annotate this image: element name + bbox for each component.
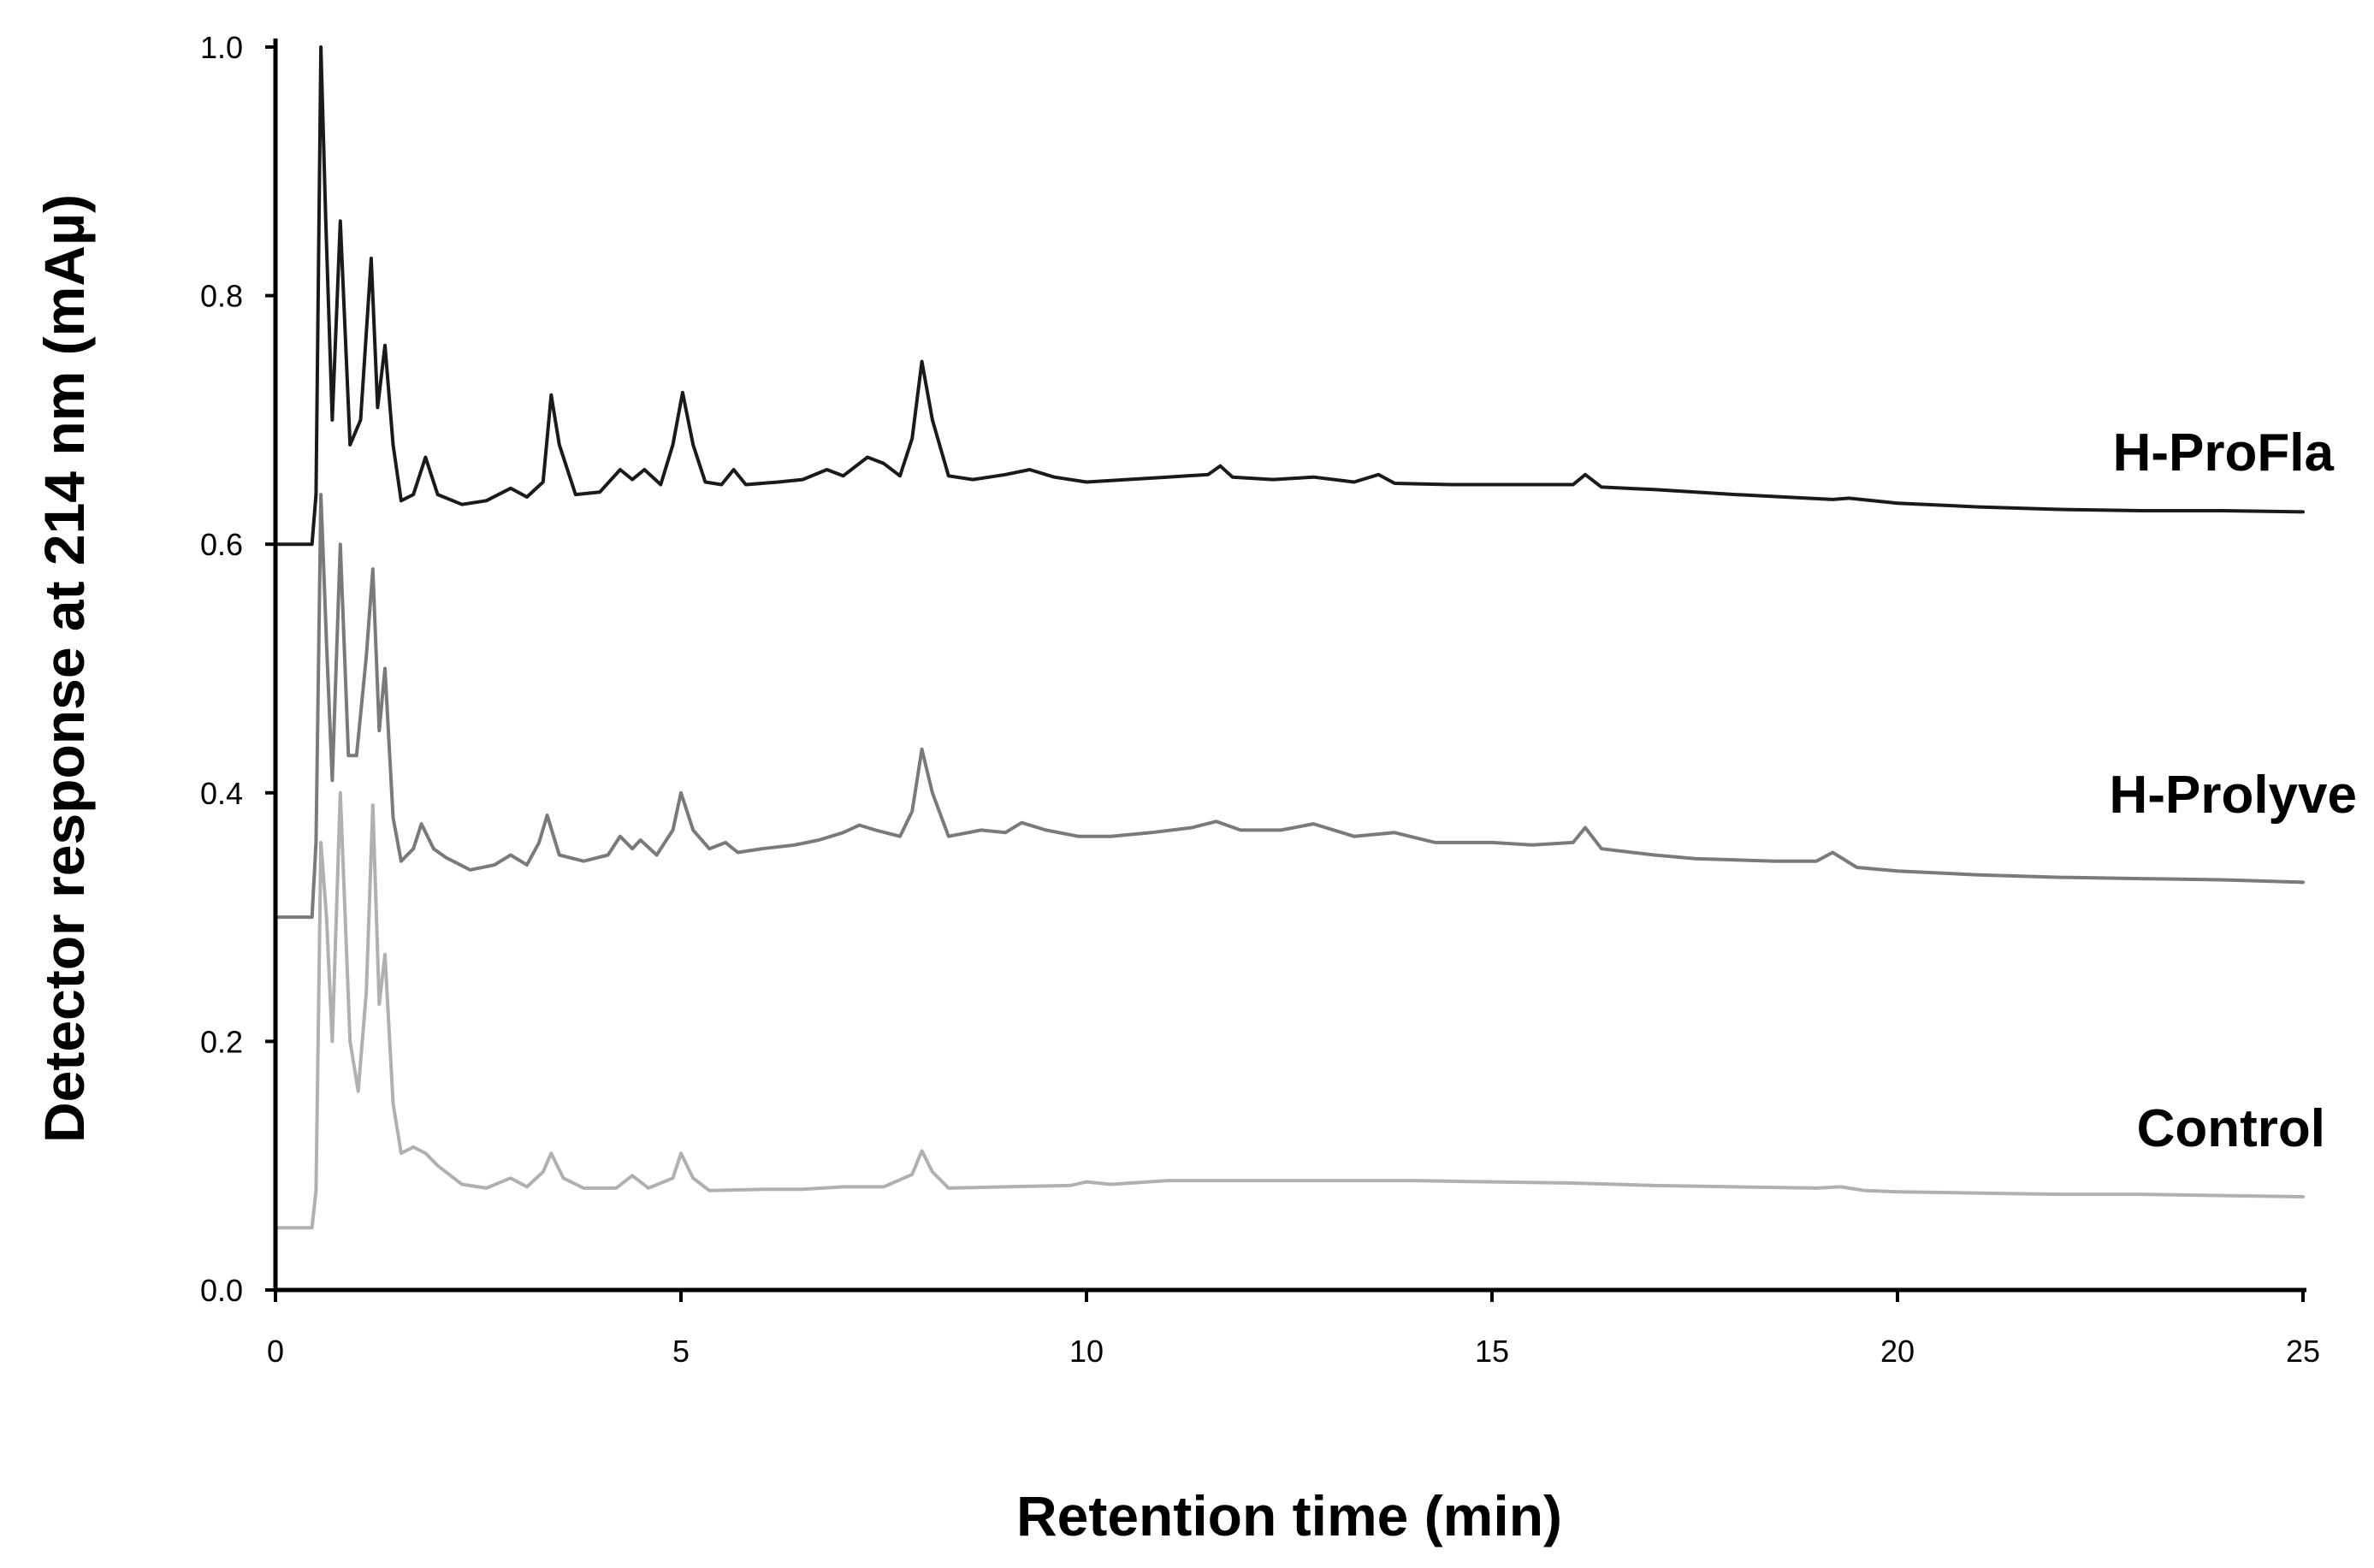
x-tick-label: 5 (672, 1334, 690, 1369)
series-labels: H-ProFla H-Prolyve Control (2110, 423, 2357, 1158)
series-label: H-ProFla (2113, 423, 2335, 482)
y-tick-label: 0.4 (200, 776, 243, 811)
x-tick-label: 25 (2286, 1334, 2320, 1369)
y-tick-label: 1.0 (200, 30, 243, 65)
x-tick-label: 0 (267, 1334, 284, 1369)
y-axis-title: Detector response at 214 nm (mAµ) (33, 194, 96, 1143)
x-tick-label: 15 (1475, 1334, 1509, 1369)
y-tick-label: 0.0 (200, 1273, 243, 1308)
y-tick-label: 0.6 (200, 527, 243, 562)
y-tick-label: 0.8 (200, 279, 243, 314)
series-label: Control (2137, 1099, 2325, 1158)
series-line-h-prolyve (274, 493, 2305, 920)
x-tick-label: 10 (1069, 1334, 1104, 1369)
x-axis-ticks: 0 5 10 15 20 25 (267, 1290, 2320, 1369)
series-line-control (274, 790, 2305, 1230)
y-tick-label: 0.2 (200, 1024, 243, 1059)
chart-traces (274, 45, 2305, 1230)
x-axis-title: Retention time (min) (1016, 1484, 1562, 1547)
series-line-h-profla (274, 45, 2305, 547)
series-label: H-Prolyve (2110, 766, 2357, 825)
y-axis-ticks: 0.0 0.2 0.4 0.6 0.8 1.0 (200, 30, 275, 1308)
x-tick-label: 20 (1880, 1334, 1915, 1369)
